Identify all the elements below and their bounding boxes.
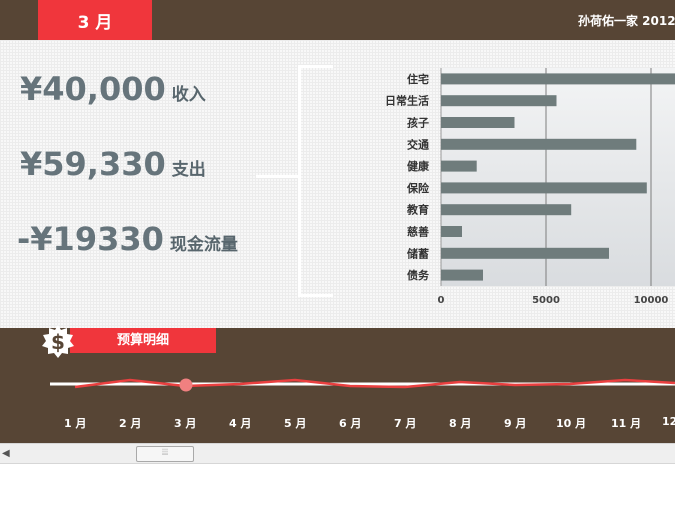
month-slider[interactable] [0, 365, 675, 405]
month-label[interactable]: 7 月 [394, 417, 417, 430]
slider-handle[interactable] [179, 378, 193, 392]
category-label: 健康 [407, 159, 430, 173]
month-label[interactable]: 2 月 [119, 417, 142, 430]
cashflow-kpi: -¥19330 现金流量 [17, 220, 238, 258]
income-amount: ¥40,000 [20, 70, 166, 108]
category-label: 储蓄 [407, 246, 429, 260]
x-tick-label: 10000 [634, 295, 669, 306]
month-label[interactable]: 5 月 [284, 417, 307, 430]
bar-6 [441, 204, 572, 216]
month-label[interactable]: 1 月 [64, 417, 87, 430]
month-label[interactable]: 4 月 [229, 417, 252, 430]
bar-7 [441, 226, 462, 237]
horizontal-scrollbar[interactable]: ◀ ⦙⦙⦙ [0, 443, 675, 464]
scroll-left-arrow-icon[interactable]: ◀ [2, 448, 10, 459]
month-label[interactable]: 9 月 [504, 417, 527, 430]
cashflow-label: 现金流量 [169, 235, 238, 255]
category-label: 住宅 [407, 72, 429, 86]
month-label[interactable]: 12 [662, 415, 675, 428]
month-label[interactable]: 11 月 [611, 417, 642, 430]
expense-kpi: ¥59,330 支出 [20, 145, 206, 183]
month-label[interactable]: 10 月 [556, 417, 587, 430]
bar-2 [441, 117, 515, 128]
spending-trend-line [74, 378, 675, 389]
bracket-connector [256, 175, 301, 178]
family-title: 孙荷佑一家 2012 [578, 14, 675, 28]
bar-3 [441, 138, 637, 150]
month-label[interactable]: 3 月 [174, 417, 197, 430]
bracket-divider [298, 65, 333, 297]
svg-text:$: $ [51, 330, 65, 354]
x-tick-label: 5000 [532, 295, 560, 306]
dollar-badge-icon: $ [42, 325, 74, 358]
category-label: 保险 [406, 181, 430, 195]
current-month-label: 3 月 [77, 13, 113, 33]
x-tick-label: 0 [438, 295, 445, 306]
category-label: 债务 [407, 268, 430, 282]
bar-0 [441, 73, 675, 85]
budget-detail-tab[interactable]: 预算明细 [70, 328, 216, 353]
bar-1 [441, 95, 557, 107]
bar-9 [441, 269, 483, 281]
expense-label: 支出 [171, 160, 206, 180]
bar-4 [441, 160, 477, 172]
bar-8 [441, 247, 609, 259]
income-label: 收入 [171, 85, 206, 105]
category-label: 孩子 [407, 116, 429, 130]
expense-amount: ¥59,330 [20, 145, 166, 183]
month-label[interactable]: 8 月 [449, 417, 472, 430]
bar-5 [441, 182, 647, 194]
category-label: 慈善 [407, 225, 429, 239]
scroll-thumb[interactable]: ⦙⦙⦙ [136, 446, 194, 462]
month-label[interactable]: 6 月 [339, 417, 362, 430]
category-label: 交通 [407, 137, 429, 151]
cashflow-amount: -¥19330 [17, 220, 164, 258]
category-label: 教育 [406, 203, 429, 217]
income-kpi: ¥40,000 收入 [20, 70, 206, 108]
month-labels: 1 月 2 月 3 月 4 月 5 月 6 月 7 月 8 月 9 月 10 月 11 月 12 [0, 410, 675, 430]
category-label: 日常生活 [385, 94, 429, 108]
